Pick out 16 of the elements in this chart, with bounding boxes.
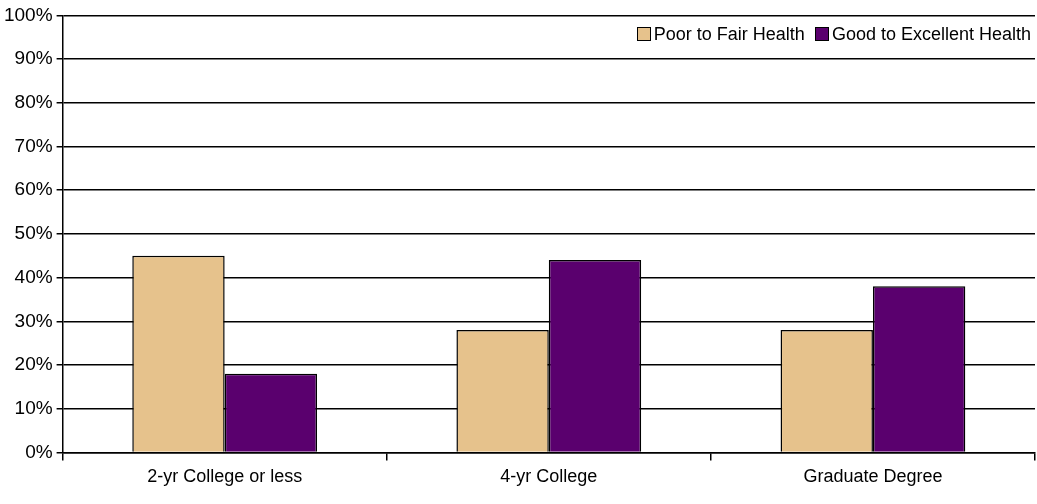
- y-tick-label: 50%: [14, 222, 53, 244]
- y-tick-label: 30%: [14, 309, 53, 331]
- y-tick-label: 40%: [14, 265, 53, 287]
- legend-label: Poor to Fair Health: [653, 24, 805, 45]
- y-tick-label: 90%: [14, 47, 53, 69]
- x-tick-label: Graduate Degree: [803, 466, 943, 487]
- y-tick-label: 100%: [3, 3, 53, 25]
- legend-label: Good to Excellent Health: [831, 24, 1031, 45]
- x-tick-label: 4-yr College: [500, 466, 598, 487]
- y-tick-label: 70%: [14, 134, 53, 156]
- y-tick-label: 60%: [14, 178, 53, 200]
- y-tick-label: 10%: [14, 396, 53, 418]
- y-tick-label: 20%: [14, 353, 53, 375]
- y-tick-label: 0%: [25, 440, 53, 462]
- y-tick-label: 80%: [14, 91, 53, 113]
- x-tick-label: 2-yr College or less: [147, 466, 303, 487]
